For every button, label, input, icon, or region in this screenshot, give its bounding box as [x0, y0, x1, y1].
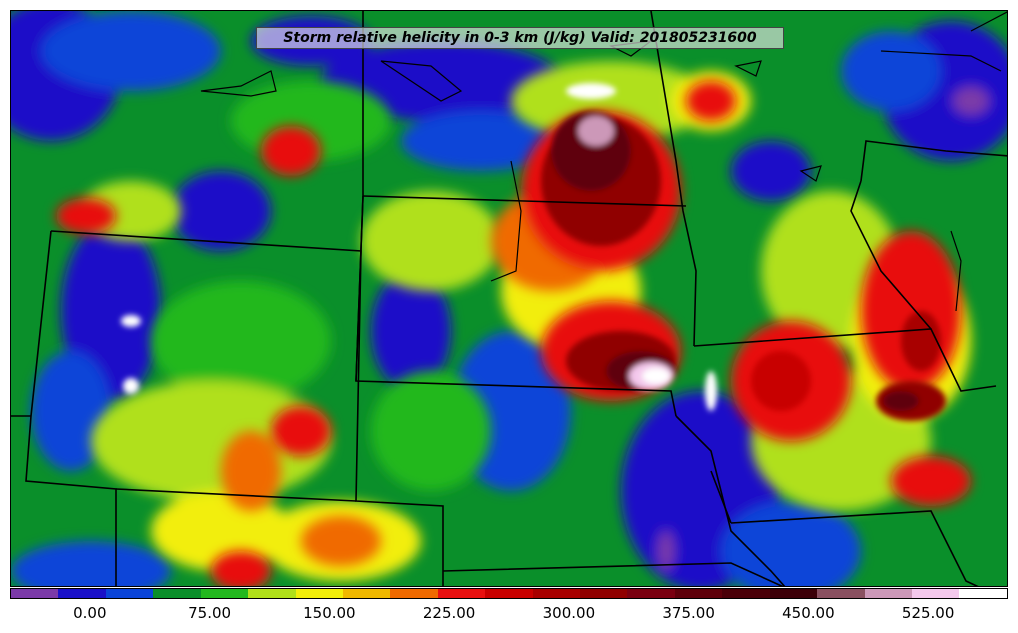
colorbar-segment — [674, 589, 723, 598]
colorbar-segment — [912, 589, 960, 598]
field-max-regions — [121, 83, 946, 421]
colorbar-tick-label: 0.00 — [73, 604, 107, 622]
lakes-and-rivers — [200, 11, 1007, 312]
colorbar-tick-label: 525.00 — [901, 604, 955, 622]
colorbar-segment — [627, 589, 675, 598]
colorbar-segment — [580, 589, 628, 598]
colorbar-segment — [390, 589, 438, 598]
colorbar-tick-label: 225.00 — [422, 604, 476, 622]
colorbar-segment — [58, 589, 106, 598]
colorbar — [10, 588, 1008, 599]
colorbar-segment — [342, 589, 391, 598]
helicity-map: Storm relative helicity in 0-3 km (J/kg)… — [10, 10, 1008, 587]
colorbar-segment — [437, 589, 486, 598]
colorbar-tick-label: 300.00 — [542, 604, 596, 622]
state-boundaries — [11, 11, 1007, 586]
colorbar-segment — [959, 589, 1007, 598]
colorbar-labels: 0.00 75.00 150.00 225.00 300.00 375.00 450.00 5… — [10, 600, 1008, 628]
colorbar-segment — [485, 589, 533, 598]
colorbar-segment — [295, 589, 343, 598]
helicity-field — [11, 11, 1007, 586]
colorbar-segment — [532, 589, 581, 598]
colorbar-segment — [722, 589, 770, 598]
colorbar-tick-label: 375.00 — [662, 604, 715, 622]
map-title: Storm relative helicity in 0-3 km (J/kg)… — [283, 30, 757, 46]
colorbar-segment — [153, 589, 201, 598]
colorbar-segment — [769, 589, 818, 598]
colorbar-segment — [105, 589, 154, 598]
colorbar-segment — [817, 589, 865, 598]
colorbar-segment — [248, 589, 296, 598]
colorbar-segment — [11, 589, 59, 598]
colorbar-segment — [864, 589, 913, 598]
map-title-box: Storm relative helicity in 0-3 km (J/kg)… — [256, 27, 784, 49]
colorbar-tick-label: 150.00 — [303, 604, 356, 622]
colorbar-tick-label: 450.00 — [782, 604, 835, 622]
colorbar-segment — [200, 589, 249, 598]
colorbar-tick-label: 75.00 — [188, 604, 232, 622]
